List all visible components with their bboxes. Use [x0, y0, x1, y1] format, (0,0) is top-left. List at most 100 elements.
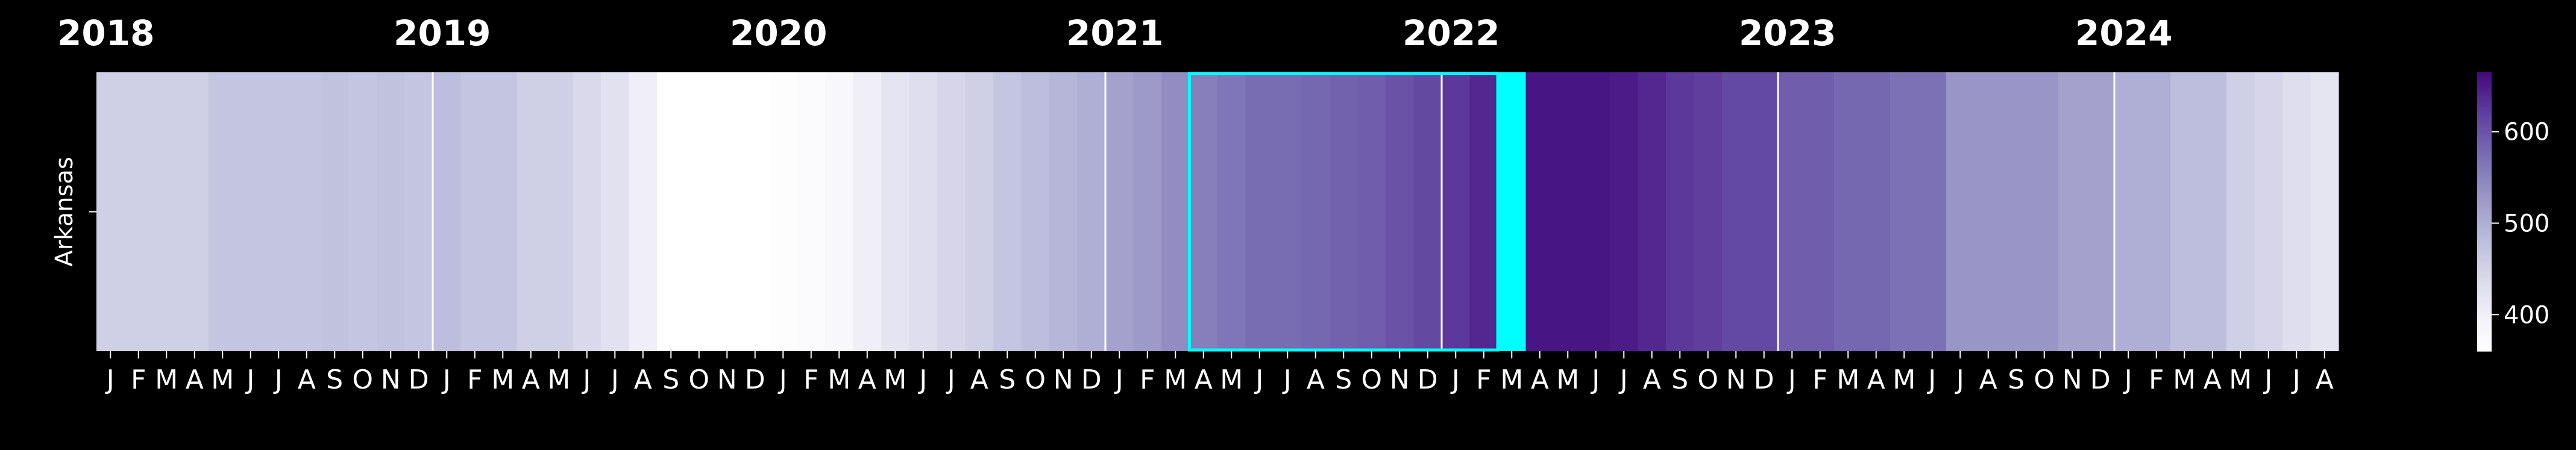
colorbar-segment: [2477, 302, 2492, 305]
month-label: N: [381, 364, 401, 395]
month-label: M: [1893, 364, 1915, 395]
heatmap-cell: [1918, 72, 1947, 351]
month-label: S: [1335, 364, 1352, 395]
heatmap-cell: [2226, 72, 2255, 351]
heatmap-cell: [769, 72, 798, 351]
month-label: S: [326, 364, 343, 395]
heatmap-cell: [1217, 72, 1246, 351]
month-label: F: [2149, 364, 2164, 395]
colorbar-segment: [2477, 267, 2492, 270]
colorbar-segment: [2477, 146, 2492, 149]
colorbar-segment: [2477, 207, 2492, 210]
colorbar-segment: [2477, 98, 2492, 101]
colorbar-tick-label: 400: [2504, 301, 2549, 329]
month-label: A: [186, 364, 204, 395]
month-label: O: [1361, 364, 1382, 395]
month-label: N: [1054, 364, 1073, 395]
month-label: M: [1556, 364, 1579, 395]
colorbar-segment: [2477, 170, 2492, 173]
colorbar-tick-label: 500: [2504, 210, 2549, 237]
month-label: J: [441, 364, 451, 395]
colorbar-segment: [2477, 286, 2492, 289]
colorbar-segment: [2477, 323, 2492, 327]
month-label: A: [634, 364, 652, 395]
colorbar-segment: [2477, 100, 2492, 103]
month-label: D: [1081, 364, 1102, 395]
heatmap-cell: [685, 72, 714, 351]
colorbar-segment: [2477, 102, 2492, 105]
heatmap-cell: [909, 72, 938, 351]
heatmap-cell: [180, 72, 209, 351]
heatmap-cell: [713, 72, 742, 351]
month-label: A: [2204, 364, 2222, 395]
month-label: A: [1531, 364, 1549, 395]
heatmap-cell: [1834, 72, 1863, 351]
heatmap-cell: [236, 72, 265, 351]
heatmap-cell: [1666, 72, 1695, 351]
colorbar-segment: [2477, 249, 2492, 252]
month-label: O: [1697, 364, 1718, 395]
month-label: A: [970, 364, 988, 395]
year-label: 2019: [394, 13, 491, 54]
colorbar-segment: [2477, 260, 2492, 263]
heatmap-cell: [1161, 72, 1190, 351]
heatmap-cell: [657, 72, 686, 351]
month-label: F: [803, 364, 818, 395]
colorbar-segment: [2477, 149, 2492, 152]
colorbar-segment: [2477, 342, 2492, 345]
colorbar-segment: [2477, 269, 2492, 273]
colorbar-segment: [2477, 114, 2492, 117]
heatmap-cell: [1301, 72, 1330, 351]
colorbar-segment: [2477, 242, 2492, 245]
colorbar-segment: [2477, 216, 2492, 219]
colorbar-segment: [2477, 337, 2492, 340]
heatmap-cell: [1049, 72, 1078, 351]
heatmap-cell: [1245, 72, 1274, 351]
colorbar-segment: [2477, 246, 2492, 249]
month-label: O: [688, 364, 709, 395]
year-label: 2024: [2075, 13, 2172, 54]
colorbar-segment: [2477, 81, 2492, 84]
colorbar-segment: [2477, 318, 2492, 322]
month-label: J: [105, 364, 115, 395]
highlight-rect: [1188, 72, 1500, 352]
month-label: D: [1418, 364, 1438, 395]
colorbar-segment: [2477, 167, 2492, 170]
colorbar-segment: [2477, 237, 2492, 240]
month-label: A: [1195, 364, 1213, 395]
month-label: M: [1500, 364, 1523, 395]
colorbar-segment: [2477, 89, 2492, 92]
heatmap-cell: [1554, 72, 1583, 351]
month-label: A: [2316, 364, 2334, 395]
heatmap-cell: [460, 72, 489, 351]
colorbar-segment: [2477, 135, 2492, 138]
colorbar-segment: [2477, 204, 2492, 208]
month-label: J: [609, 364, 619, 395]
colorbar-segment: [2477, 198, 2492, 201]
colorbar-segment: [2477, 172, 2492, 175]
heatmap-cell: [2086, 72, 2115, 351]
colorbar-segment: [2477, 309, 2492, 313]
colorbar-segment: [2477, 344, 2492, 347]
heatmap-cell: [265, 72, 294, 351]
heatmap-cell: [853, 72, 882, 351]
heatmap-cell: [377, 72, 406, 351]
month-label: J: [1114, 364, 1123, 395]
heatmap-cell: [2030, 72, 2059, 351]
colorbar-segment: [2477, 95, 2492, 99]
colorbar-segment: [2477, 163, 2492, 166]
colorbar-segment: [2477, 239, 2492, 243]
colorbar-segment: [2477, 244, 2492, 247]
heatmap-cell: [96, 72, 125, 351]
heatmap-cell: [1582, 72, 1610, 351]
colorbar-segment: [2477, 263, 2492, 266]
heatmap-cell: [348, 72, 377, 351]
month-label: N: [717, 364, 737, 395]
year-label: 2018: [57, 13, 154, 54]
year-label: 2023: [1739, 13, 1836, 54]
heatmap-cell: [2310, 72, 2339, 351]
colorbar-segment: [2477, 79, 2492, 83]
month-label: F: [1812, 364, 1827, 395]
heatmap-cell: [1386, 72, 1415, 351]
month-label: A: [858, 364, 876, 395]
